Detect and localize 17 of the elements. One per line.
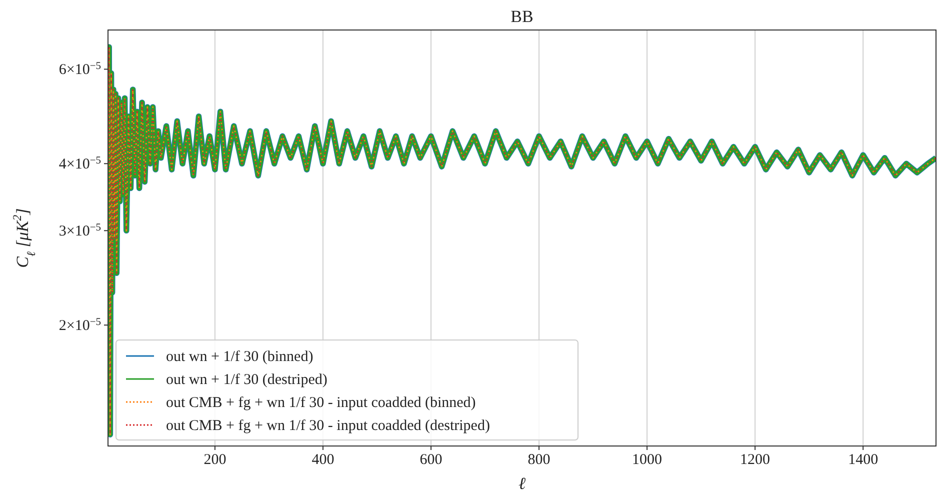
x-tick-label: 1400: [848, 452, 878, 468]
y-tick-label: 6×10$^{−5}$: [58, 60, 101, 78]
y-tick-label: 3×10$^{−5}$: [58, 222, 101, 240]
x-tick-label: 800: [528, 452, 550, 468]
y-tick-label: 2×10$^{−5}$: [58, 316, 101, 334]
x-tick-label: 1200: [740, 452, 770, 468]
y-tick-label: 4×10$^{−5}$: [58, 155, 101, 173]
legend-label: out wn + 1/f 30 (binned): [166, 349, 314, 365]
x-axis-title: ℓ: [518, 474, 526, 493]
x-tick-label: 400: [312, 452, 334, 468]
legend-label: out CMB + fg + wn 1/f 30 - input coadded (binned): [166, 395, 476, 411]
x-tick-label: 1000: [632, 452, 662, 468]
chart-title: BB: [510, 7, 534, 26]
x-tick-label: 600: [420, 452, 442, 468]
legend-label: out CMB + fg + wn 1/f 30 - input coadded (destriped): [166, 418, 490, 434]
legend-label: out wn + 1/f 30 (destriped): [166, 372, 328, 388]
x-tick-label: 200: [204, 452, 226, 468]
